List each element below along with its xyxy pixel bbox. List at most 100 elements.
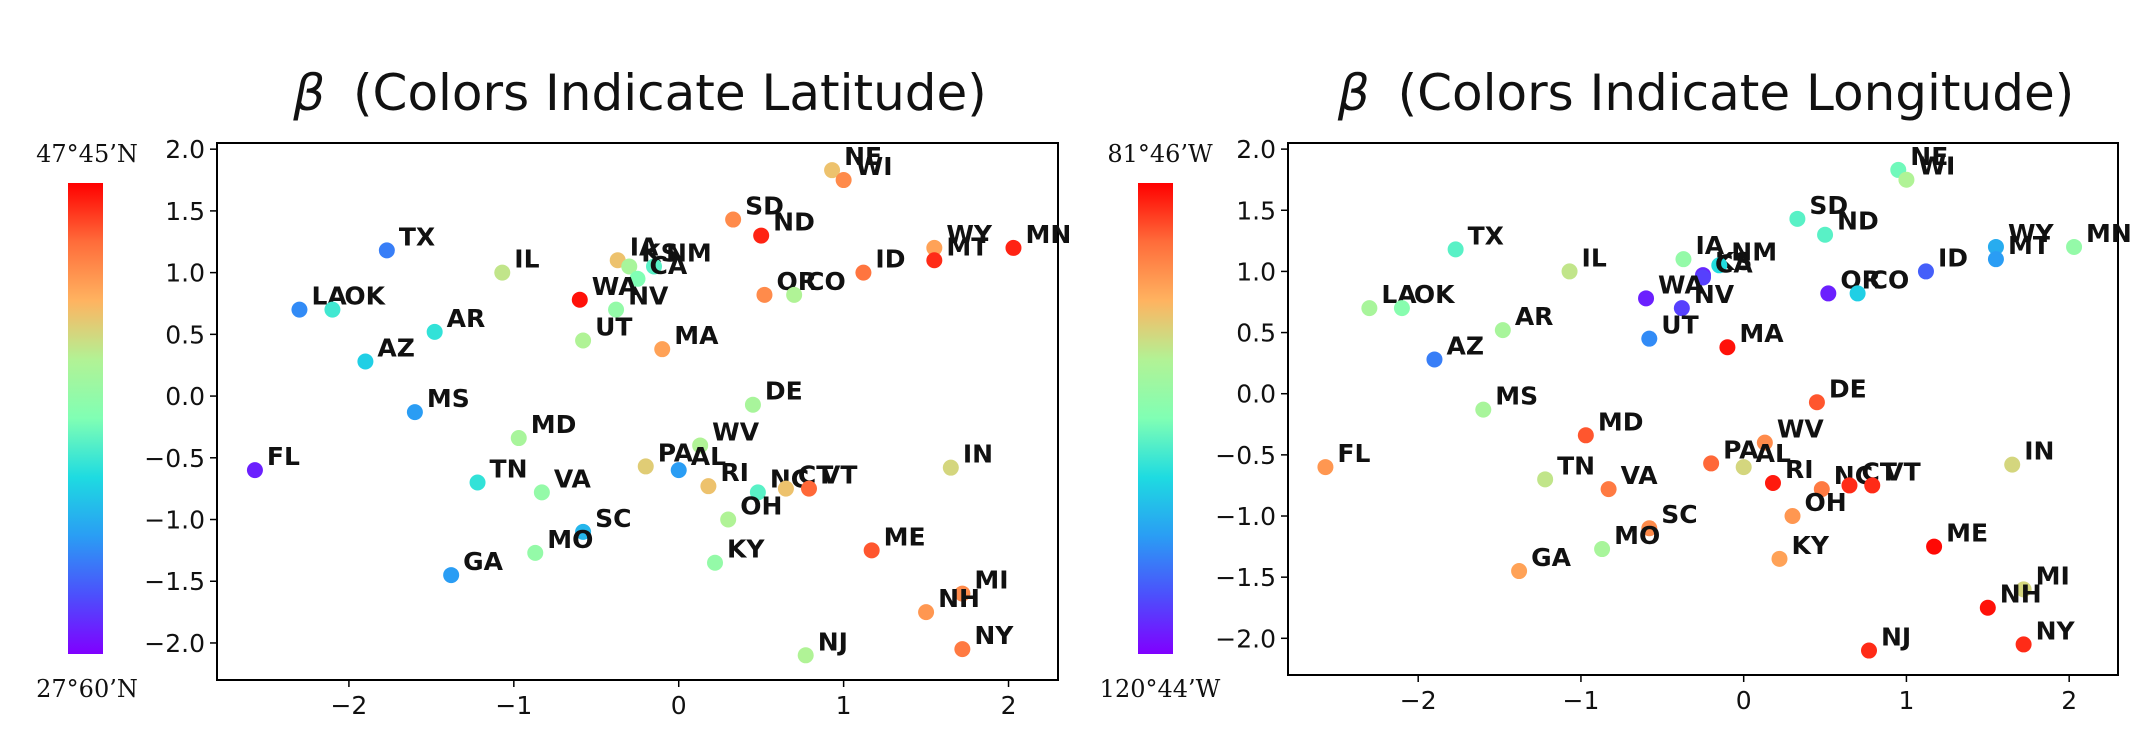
point-fl [246,462,263,479]
point-label-tx: TX [1468,221,1504,250]
point-ms [1475,401,1492,418]
colorbar-bottom-label: 120°44’W [1100,675,1221,703]
point-ga [1511,563,1528,580]
point-wv [692,437,709,454]
y-tick-label: −1.0 [1215,502,1276,531]
point-label-nv: NV [628,282,669,311]
point-label-ok: OK [344,282,386,311]
panel-longitude: β (Colors Indicate Longitude) 81°46’W 12… [1100,64,2132,715]
point-vt [1864,477,1881,494]
axes-latitude: −2 −1 0 1 2 2.0 1.5 1.0 0.5 0.0 −0.5 −1.0 −1.5 −2.0 NE… [144,135,1071,720]
point-ks [621,258,638,275]
point-label-me: ME [1946,519,1988,548]
point-va [533,484,550,501]
point-nc [749,484,766,501]
point-co [1849,285,1866,302]
point-or [1820,285,1837,302]
point-label-nm: NM [666,238,712,267]
point-ky [707,554,724,571]
point-label-ar: AR [1515,302,1554,331]
y-tick-label: −1.5 [1215,563,1276,592]
point-label-tx: TX [399,222,435,251]
point-ct [1841,477,1858,494]
point-nj [1861,642,1877,659]
chart-title-latitude: β (Colors Indicate Latitude) [292,64,987,122]
point-wi [1898,171,1915,188]
point-ok [324,301,341,318]
point-label-tn: TN [490,454,528,483]
point-label-ut: UT [1661,311,1698,340]
point-mo [527,544,544,561]
point-label-ne: NE [844,142,882,171]
point-sd [725,211,742,228]
point-label-mo: MO [1614,521,1660,550]
point-label-az: AZ [1446,331,1483,360]
point-nv [1673,300,1690,317]
y-tick-label: 2.0 [165,135,205,164]
x-tick-label: 2 [1001,691,1017,720]
point-la [291,301,308,318]
plot-frame [1287,142,2119,676]
point-ar [1494,322,1511,339]
point-label-mi: MI [2036,561,2070,590]
y-tick-label: 1.5 [165,197,205,226]
point-pa [1703,455,1720,472]
point-label-wy: WY [946,220,993,249]
point-ri [1764,474,1781,491]
point-ma [654,341,671,358]
x-tick-label: 1 [1898,686,1914,715]
point-label-vt: VT [1884,457,1920,486]
point-label-fl: FL [1337,439,1370,468]
point-de [744,396,761,413]
plot-frame [216,142,1059,681]
point-label-id: ID [875,245,905,274]
point-mi [954,585,971,602]
point-label-co: CO [806,267,846,296]
y-tick-label: 0.5 [1236,319,1276,348]
point-label-ut: UT [595,313,632,342]
point-in [942,459,959,476]
point-label-nd: ND [773,208,815,237]
point-label-nj: NJ [818,627,848,656]
point-md [510,430,527,447]
point-label-ar: AR [447,304,486,333]
point-label-ga: GA [1531,543,1572,572]
point-label-oh: OH [1805,488,1847,517]
point-ne [824,162,841,179]
point-wy [1987,238,2004,255]
point-label-ky: KY [727,535,765,564]
point-id [1917,263,1934,280]
point-label-wi: WI [856,152,893,181]
point-ok [1393,300,1410,317]
point-ia [1675,251,1692,268]
point-nh [1979,599,1996,616]
point-ri [700,478,717,495]
point-ca [1695,269,1711,286]
point-label-nh: NH [2000,580,2042,609]
point-nm [645,258,662,275]
point-wa [571,291,588,308]
point-mo [1594,541,1611,558]
point-label-wv: WV [712,417,760,446]
point-id [855,264,872,281]
point-sc [575,523,592,540]
point-ms [406,404,423,421]
point-label-mt: MT [2008,231,2050,260]
y-tick-label: 1.0 [165,259,205,288]
point-label-tn: TN [1557,451,1595,480]
point-me [1926,538,1943,555]
point-az [357,353,374,370]
point-label-co: CO [1870,265,1910,294]
y-tick-label: −2.0 [144,629,205,658]
point-fl [1317,459,1334,476]
point-md [1577,427,1594,444]
point-label-al: AL [1756,439,1791,468]
point-ar [426,323,443,340]
point-ky [1771,550,1788,567]
point-in [2004,456,2021,473]
point-label-ma: MA [1739,319,1784,348]
axes-longitude: −2 −1 0 1 2 2.0 1.5 1.0 0.5 0.0 −0.5 −1.0 −1.5 −2.0 NE… [1215,135,2132,715]
point-de [1808,394,1825,411]
point-label-ms: MS [427,384,470,413]
